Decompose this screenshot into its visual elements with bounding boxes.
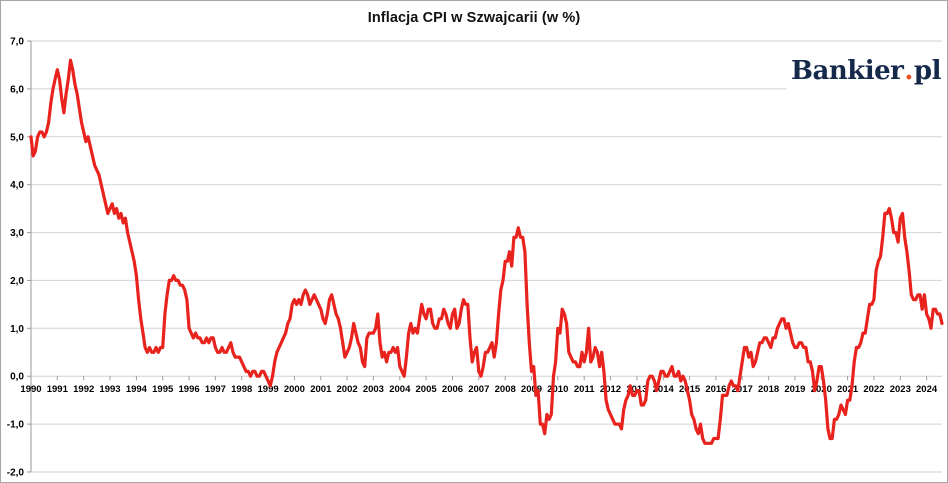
- x-axis-label: 2015: [679, 384, 701, 395]
- x-axis-label: 2011: [574, 384, 595, 395]
- x-axis-label: 1996: [179, 384, 200, 395]
- bankier-logo: Bankier. pl: [787, 43, 945, 99]
- x-axis-label: 2008: [495, 384, 516, 395]
- x-axis-label: 1993: [99, 384, 120, 395]
- y-axis-label: -1,0: [7, 420, 25, 431]
- y-axis-label: 3,0: [10, 228, 24, 239]
- y-axis-label: 6,0: [10, 84, 24, 95]
- x-axis-label: 2005: [416, 384, 438, 395]
- y-axis-label: 7,0: [10, 37, 24, 48]
- x-axis-label: 1991: [47, 384, 69, 395]
- y-axis-label: 4,0: [10, 180, 24, 191]
- y-axis-label: 1,0: [10, 324, 24, 335]
- x-axis-label: 2006: [442, 384, 463, 395]
- y-axis-label: 2,0: [10, 276, 24, 287]
- x-axis-label: 2004: [389, 384, 411, 395]
- x-axis-label: 2000: [284, 384, 305, 395]
- x-axis-label: 2010: [547, 384, 568, 395]
- y-axis-labels: 7,0 6,0 5,0 4,0 3,0 2,0 1,0 0,0 -1,0 -2,0: [7, 37, 25, 479]
- x-axis-label: 2023: [890, 384, 911, 395]
- x-axis-label: 2024: [916, 384, 938, 395]
- inflation-line: [29, 58, 944, 445]
- x-axis-label: 2014: [653, 384, 675, 395]
- x-axis-label: 2017: [732, 384, 753, 395]
- x-axis-label: 2002: [337, 384, 358, 395]
- logo-text-main: Bankier: [791, 56, 904, 86]
- y-axis-label: 5,0: [10, 132, 24, 143]
- gridlines: [31, 40, 942, 473]
- x-axis-label: 1998: [231, 384, 252, 395]
- axes: [27, 40, 928, 473]
- x-axis-label: 2012: [600, 384, 621, 395]
- x-axis-label: 1999: [258, 384, 279, 395]
- y-axis-label: -2,0: [7, 468, 25, 479]
- x-axis-label: 2020: [811, 384, 832, 395]
- logo-dot: .: [904, 56, 913, 86]
- x-axis-label: 2016: [705, 384, 726, 395]
- x-axis-label: 2009: [521, 384, 542, 395]
- x-axis-label: 1994: [126, 384, 148, 395]
- x-axis-label: 1992: [73, 384, 94, 395]
- y-axis-label: 0,0: [10, 372, 24, 383]
- x-axis-label: 2018: [758, 384, 779, 395]
- x-axis-label: 2007: [468, 384, 489, 395]
- x-axis-label: 1990: [20, 384, 41, 395]
- x-axis-label: 2021: [837, 384, 859, 395]
- chart-title: Inflacja CPI w Szwajcarii (w %): [367, 10, 581, 26]
- x-axis-label: 1995: [152, 384, 174, 395]
- x-axis-label: 2022: [863, 384, 884, 395]
- x-axis-label: 2019: [784, 384, 805, 395]
- x-axis-label: 1997: [205, 384, 226, 395]
- x-axis-label: 2001: [310, 384, 332, 395]
- logo-text-suffix: pl: [913, 56, 942, 86]
- x-axis-labels: 1990 1991 1992 1993 1994 1995 1996 1997 1998 1999…: [20, 384, 937, 395]
- x-axis-label: 2003: [363, 384, 384, 395]
